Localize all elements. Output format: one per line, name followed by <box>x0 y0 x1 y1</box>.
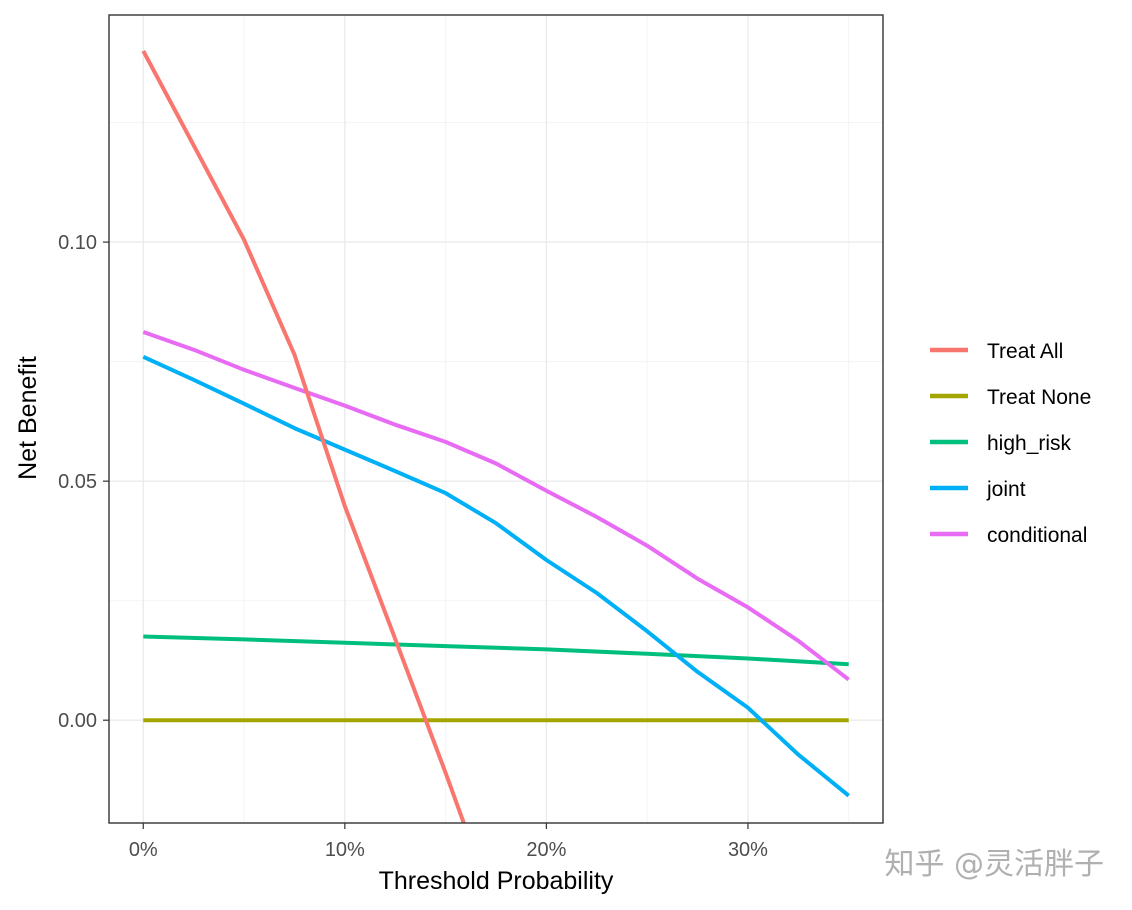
series-line-treat-all <box>141 49 466 823</box>
legend-label: Treat None <box>987 386 1091 409</box>
series-lines <box>141 49 850 823</box>
legend-label: joint <box>986 478 1026 501</box>
x-tick-label: 30% <box>728 839 768 861</box>
x-tick-label: 20% <box>526 839 566 861</box>
series-line-high-risk <box>143 634 849 667</box>
y-tick-label: 0.00 <box>58 710 97 732</box>
minor-gridlines <box>109 15 883 823</box>
legend-label: conditional <box>987 524 1087 547</box>
y-axis-title: Net Benefit <box>14 356 42 480</box>
x-tick-label: 10% <box>325 839 365 861</box>
series-line-conditional <box>142 330 850 682</box>
series-line-joint <box>142 354 850 798</box>
y-axis: 0.00 0.05 0.10 <box>58 232 109 732</box>
legend-label: Treat All <box>987 340 1063 363</box>
watermark-text: 知乎 @灵活胖子 <box>884 847 1104 882</box>
y-tick-label: 0.05 <box>58 471 97 493</box>
y-tick-label: 0.10 <box>58 232 97 254</box>
x-tick-label: 0% <box>129 839 158 861</box>
x-axis-title: Threshold Probability <box>379 867 614 895</box>
panel-border <box>108 14 884 824</box>
legend-label: high_risk <box>987 432 1072 455</box>
x-axis: 0% 10% 20% 30% <box>129 823 768 861</box>
